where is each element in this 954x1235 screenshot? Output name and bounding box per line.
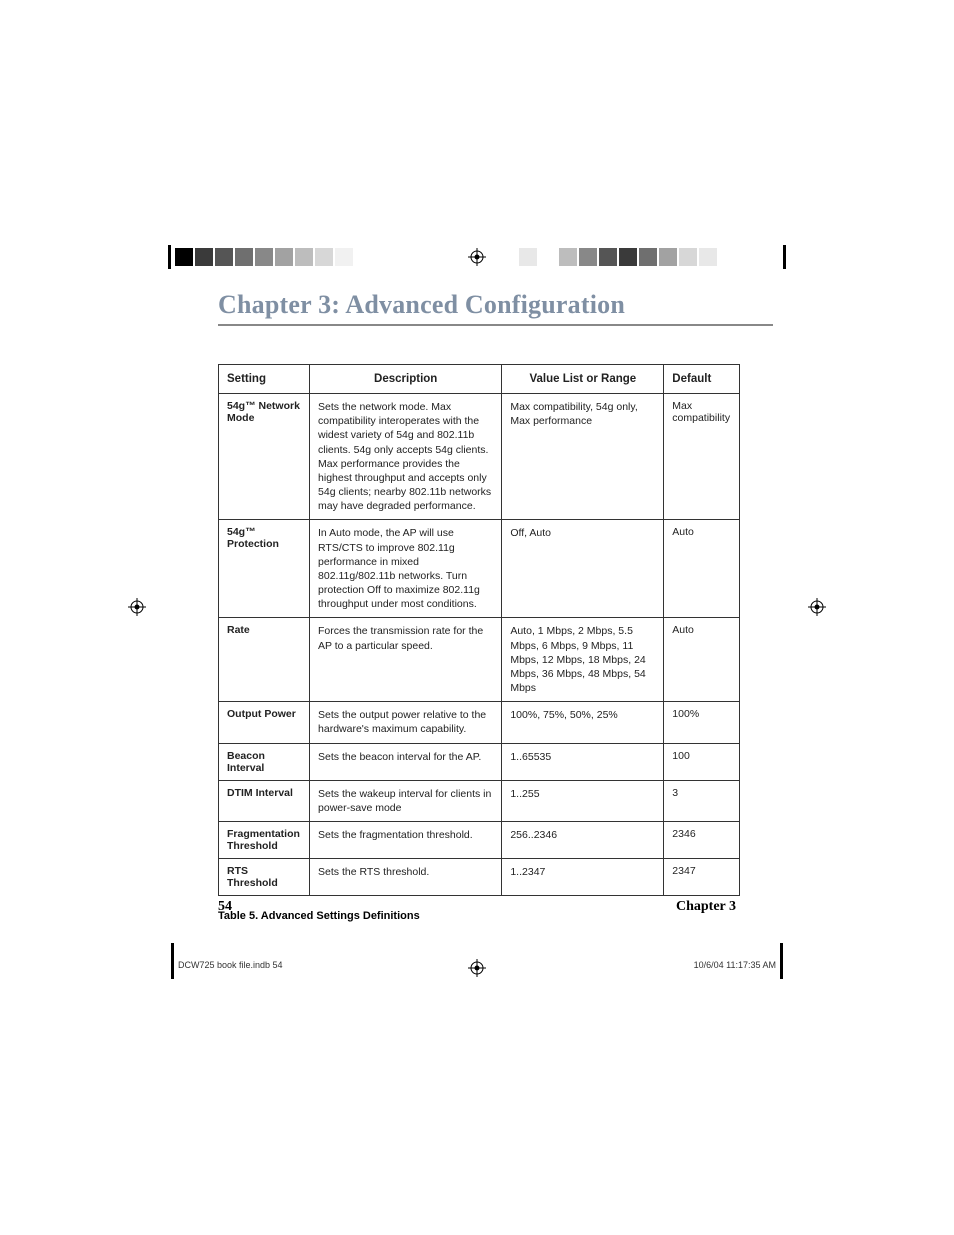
cell-setting: Beacon Interval [219, 743, 310, 780]
page-number: 54 [218, 899, 232, 915]
crop-tick [168, 245, 171, 269]
cell-setting: Rate [219, 618, 310, 702]
running-footer-chapter: Chapter 3 [676, 899, 736, 915]
col-range: Value List or Range [502, 365, 664, 394]
cell-range: 1..255 [502, 780, 664, 821]
cell-default: 2347 [664, 858, 740, 895]
registration-mark-icon [128, 598, 146, 616]
cell-range: Max compatibility, 54g only, Max perform… [502, 394, 664, 520]
cell-default: 2346 [664, 821, 740, 858]
chapter-title: Chapter 3: Advanced Configuration [218, 290, 788, 320]
table-row: Beacon Interval Sets the beacon interval… [219, 743, 740, 780]
col-description: Description [310, 365, 502, 394]
content-area: Chapter 3: Advanced Configuration Settin… [178, 240, 788, 922]
cell-range: 1..2347 [502, 858, 664, 895]
table-row: Output Power Sets the output power relat… [219, 702, 740, 743]
col-setting: Setting [219, 365, 310, 394]
title-rule [218, 324, 773, 326]
crop-tick [780, 943, 783, 979]
cell-default: 100% [664, 702, 740, 743]
table-row: RTS Threshold Sets the RTS threshold. 1.… [219, 858, 740, 895]
cell-setting: 54g™ Protection [219, 520, 310, 618]
cell-description: Forces the transmission rate for the AP … [310, 618, 502, 702]
cell-description: Sets the network mode. Max compatibility… [310, 394, 502, 520]
cell-description: Sets the RTS threshold. [310, 858, 502, 895]
cell-range: Off, Auto [502, 520, 664, 618]
cell-default: 100 [664, 743, 740, 780]
table-row: Fragmentation Threshold Sets the fragmen… [219, 821, 740, 858]
cell-setting: 54g™ Network Mode [219, 394, 310, 520]
cell-setting: Fragmentation Threshold [219, 821, 310, 858]
table-body: 54g™ Network Mode Sets the network mode.… [219, 394, 740, 896]
cell-description: Sets the output power relative to the ha… [310, 702, 502, 743]
cell-setting: DTIM Interval [219, 780, 310, 821]
cell-range: 100%, 75%, 50%, 25% [502, 702, 664, 743]
cell-range: 1..65535 [502, 743, 664, 780]
page: Chapter 3: Advanced Configuration Settin… [0, 0, 954, 1235]
cell-description: Sets the fragmentation threshold. [310, 821, 502, 858]
crop-tick [171, 943, 174, 979]
registration-mark-icon [808, 598, 826, 616]
cell-range: 256..2346 [502, 821, 664, 858]
registration-mark-icon [468, 959, 486, 977]
cell-description: In Auto mode, the AP will use RTS/CTS to… [310, 520, 502, 618]
table-header-row: Setting Description Value List or Range … [219, 365, 740, 394]
cell-default: 3 [664, 780, 740, 821]
cell-description: Sets the beacon interval for the AP. [310, 743, 502, 780]
settings-table: Setting Description Value List or Range … [218, 364, 740, 896]
cell-range: Auto, 1 Mbps, 2 Mbps, 5.5 Mbps, 6 Mbps, … [502, 618, 664, 702]
table-row: 54g™ Protection In Auto mode, the AP wil… [219, 520, 740, 618]
footer-timestamp: 10/6/04 11:17:35 AM [694, 960, 776, 970]
table-row: 54g™ Network Mode Sets the network mode.… [219, 394, 740, 520]
table-row: Rate Forces the transmission rate for th… [219, 618, 740, 702]
cell-description: Sets the wakeup interval for clients in … [310, 780, 502, 821]
cell-default: Max compatibility [664, 394, 740, 520]
col-default: Default [664, 365, 740, 394]
cell-default: Auto [664, 618, 740, 702]
cell-setting: Output Power [219, 702, 310, 743]
footer-filename: DCW725 book file.indb 54 [178, 960, 283, 970]
table-row: DTIM Interval Sets the wakeup interval f… [219, 780, 740, 821]
cell-default: Auto [664, 520, 740, 618]
cell-setting: RTS Threshold [219, 858, 310, 895]
